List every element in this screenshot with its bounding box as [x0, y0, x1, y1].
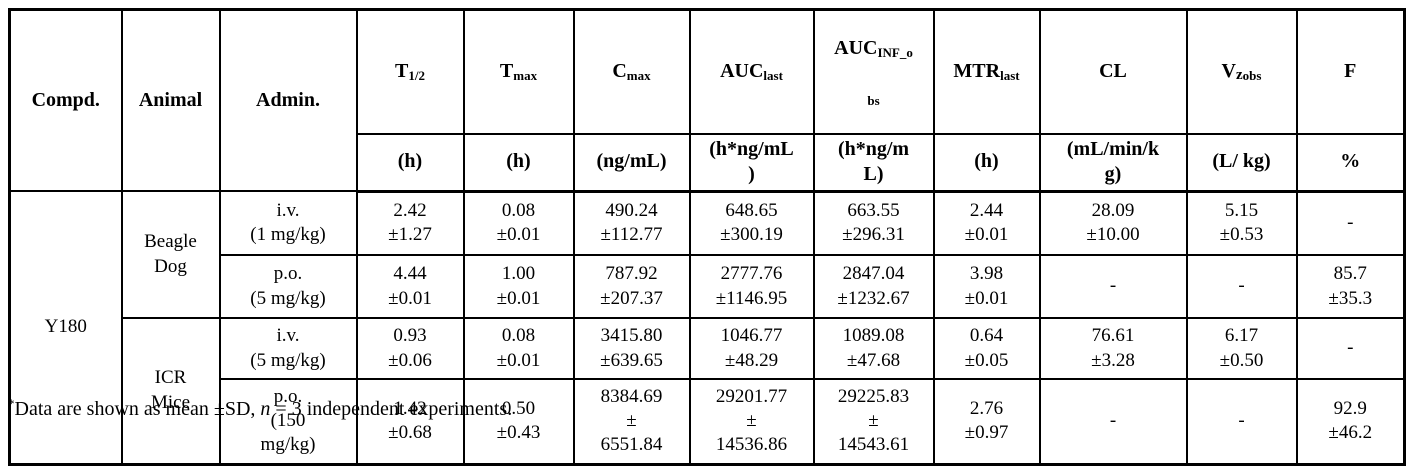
footnote-text-before: Data are shown as mean ±SD, — [14, 398, 261, 420]
value-cell: 5.15 ±0.53 — [1185, 190, 1298, 257]
value-cell: - — [1038, 254, 1188, 320]
value-cell: 0.64 ±0.05 — [932, 317, 1041, 381]
col-header-cl: CL — [1038, 8, 1188, 136]
value-cell: 28.09 ±10.00 — [1038, 190, 1188, 257]
value-cell: - — [1185, 254, 1298, 320]
compound-cell: Y180 — [8, 190, 123, 466]
param-symbol: AUClast — [720, 59, 783, 83]
value-cell: 6.17 ±0.50 — [1185, 317, 1298, 381]
value-cell: - — [1038, 378, 1188, 466]
value-cell: 1089.08 ±47.68 — [812, 317, 935, 381]
value-cell: 787.92 ±207.37 — [572, 254, 691, 320]
value-cell: 29225.83 ± 14543.61 — [812, 378, 935, 466]
col-header-t-max: Tmax — [462, 8, 575, 136]
value-cell: 0.50 ±0.43 — [462, 378, 575, 466]
col-header-f: F — [1295, 8, 1406, 136]
value-cell: 490.24 ±112.77 — [572, 190, 691, 257]
value-cell: 3.98 ±0.01 — [932, 254, 1041, 320]
unit-cell-mtr-last: (h) — [932, 133, 1041, 193]
param-symbol: AUCINF_o — [834, 36, 913, 60]
col-header-animal: Animal — [120, 8, 221, 193]
param-symbol: MTRlast — [953, 59, 1020, 83]
col-header-auc-last: AUClast — [688, 8, 815, 136]
animal-cell-icr-mice: ICR Mice — [120, 317, 221, 466]
unit-cell-f: % — [1295, 133, 1406, 193]
col-header-c-max: Cmax — [572, 8, 691, 136]
value-cell: 85.7 ±35.3 — [1295, 254, 1406, 320]
value-cell: 0.93 ±0.06 — [355, 317, 465, 381]
col-header-auc-inf-obs: AUCINF_o bs — [812, 8, 935, 136]
param-symbol: CL — [1099, 59, 1127, 82]
col-header-admin: Admin. — [218, 8, 358, 193]
value-cell: 1046.77 ±48.29 — [688, 317, 815, 381]
value-cell: 3415.80 ±639.65 — [572, 317, 691, 381]
unit-cell-auc-last: (h*ng/mL ) — [688, 133, 815, 193]
footnote: *Data are shown as mean ±SD, n = 3 indep… — [8, 396, 512, 421]
admin-cell: p.o. (5 mg/kg) — [218, 254, 358, 320]
value-cell: - — [1295, 317, 1406, 381]
value-cell: 648.65 ±300.19 — [688, 190, 815, 257]
footnote-n-symbol: n — [260, 398, 271, 420]
value-cell: - — [1185, 378, 1298, 466]
param-symbol: Cmax — [612, 59, 651, 83]
admin-cell: p.o. (150 mg/kg) — [218, 378, 358, 466]
value-cell: 2.42 ±1.27 — [355, 190, 465, 257]
value-cell: 8384.69 ± 6551.84 — [572, 378, 691, 466]
footnote-text-after: = 3 independent experiments. — [270, 398, 513, 420]
admin-cell: i.v. (1 mg/kg) — [218, 190, 358, 257]
col-header-compd: Compd. — [8, 8, 123, 193]
value-cell: 92.9 ±46.2 — [1295, 378, 1406, 466]
value-cell: 2777.76 ±1146.95 — [688, 254, 815, 320]
value-cell: 1.00 ±0.01 — [462, 254, 575, 320]
value-cell: 0.08 ±0.01 — [462, 317, 575, 381]
param-symbol: T1/2 — [395, 59, 425, 83]
col-header-vz-obs: Vzobs — [1185, 8, 1298, 136]
value-cell: 2.76 ±0.97 — [932, 378, 1041, 466]
unit-cell-c-max: (ng/mL) — [572, 133, 691, 193]
unit-cell-t-half: (h) — [355, 133, 465, 193]
animal-cell-beagle-dog: Beagle Dog — [120, 190, 221, 320]
unit-cell-t-max: (h) — [462, 133, 575, 193]
value-cell: - — [1295, 190, 1406, 257]
footnote-asterisk: * — [8, 396, 15, 411]
param-symbol: F — [1344, 59, 1357, 82]
param-subscript-wrap: bs — [867, 93, 880, 109]
col-header-t-half: T1/2 — [355, 8, 465, 136]
value-cell: 2.44 ±0.01 — [932, 190, 1041, 257]
unit-cell-cl: (mL/min/k g) — [1038, 133, 1188, 193]
value-cell: 2847.04 ±1232.67 — [812, 254, 935, 320]
col-header-mtr-last: MTRlast — [932, 8, 1041, 136]
value-cell: 4.44 ±0.01 — [355, 254, 465, 320]
value-cell: 663.55 ±296.31 — [812, 190, 935, 257]
value-cell: 76.61 ±3.28 — [1038, 317, 1188, 381]
unit-cell-auc-inf-obs: (h*ng/m L) — [812, 133, 935, 193]
value-cell: 29201.77 ± 14536.86 — [688, 378, 815, 466]
param-symbol: Tmax — [499, 59, 538, 83]
pk-parameters-table: Compd. Animal Admin. T1/2 Tmax Cmax AUCl… — [8, 8, 1406, 466]
page: Compd. Animal Admin. T1/2 Tmax Cmax AUCl… — [8, 8, 1406, 466]
value-cell: 0.08 ±0.01 — [462, 190, 575, 257]
param-symbol: Vzobs — [1221, 59, 1262, 83]
admin-cell: i.v. (5 mg/kg) — [218, 317, 358, 381]
unit-cell-vz-obs: (L/ kg) — [1185, 133, 1298, 193]
value-cell: 1.42 ±0.68 — [355, 378, 465, 466]
